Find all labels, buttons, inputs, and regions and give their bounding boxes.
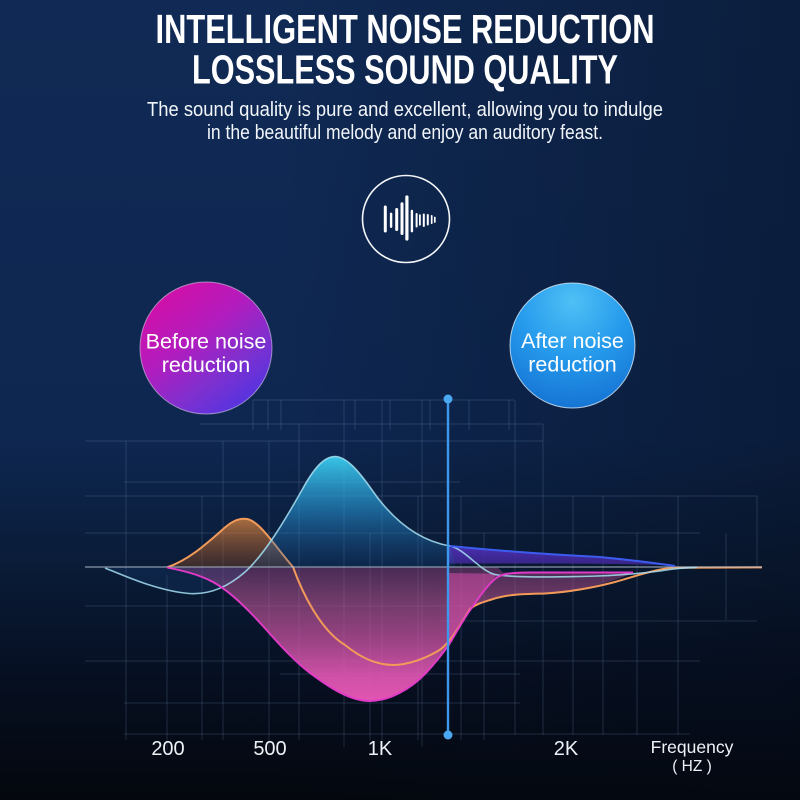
svg-text:INTELLIGENT NOISE REDUCTION: INTELLIGENT NOISE REDUCTION <box>156 6 655 52</box>
svg-text:( HZ ): ( HZ ) <box>672 758 712 775</box>
svg-text:The sound quality is pure and: The sound quality is pure and excellent,… <box>147 99 663 121</box>
svg-text:Before noise: Before noise <box>146 330 267 354</box>
svg-text:After noise: After noise <box>521 329 624 353</box>
svg-text:1K: 1K <box>368 738 393 760</box>
svg-text:reduction: reduction <box>162 353 250 377</box>
svg-text:500: 500 <box>253 738 286 760</box>
svg-text:reduction: reduction <box>528 353 616 377</box>
svg-text:Frequency: Frequency <box>651 737 734 757</box>
svg-text:200: 200 <box>151 738 184 760</box>
svg-text:LOSSLESS SOUND QUALITY: LOSSLESS SOUND QUALITY <box>192 47 618 93</box>
svg-text:2K: 2K <box>554 738 579 760</box>
svg-text:in the beautiful melody and en: in the beautiful melody and enjoy an aud… <box>207 122 603 144</box>
